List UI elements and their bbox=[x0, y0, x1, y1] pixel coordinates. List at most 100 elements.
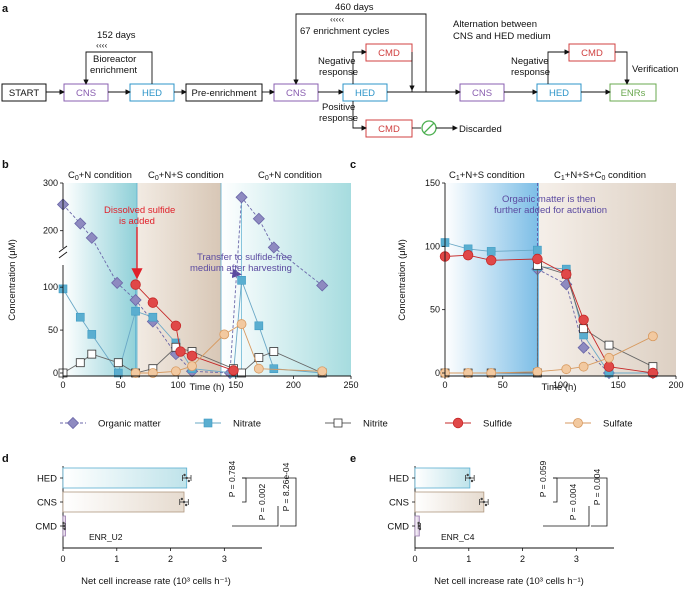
c-bg-1 bbox=[445, 183, 539, 376]
start-label: START bbox=[9, 88, 39, 99]
d-dot-cns-2 bbox=[184, 503, 188, 507]
pre-enrichment-label: Pre-enrichment bbox=[192, 88, 257, 99]
e-cat-label-cns: CNS bbox=[389, 498, 409, 509]
c-point-nitrate-3 bbox=[533, 245, 542, 255]
c-ytick-label-0: 0 bbox=[435, 368, 440, 378]
b-point-sulfate-1 bbox=[147, 368, 158, 378]
b-point-nitrate-11 bbox=[269, 364, 279, 374]
b-point-sulfide-4 bbox=[186, 350, 198, 362]
b-axis-break-2 bbox=[58, 251, 68, 259]
legend-marker-sulfide bbox=[452, 417, 464, 429]
c-cond-1: C1+N+S condition bbox=[449, 170, 525, 182]
b-point-sulfate-4 bbox=[219, 329, 230, 340]
enrs-box: ENRs bbox=[609, 83, 657, 102]
c-xlabel: Time (h) bbox=[541, 382, 576, 393]
c-point-sulfide-7 bbox=[647, 367, 659, 379]
positive-label-1: Positive bbox=[322, 102, 355, 113]
cns-label-1: CNS bbox=[76, 88, 96, 99]
e-xtick-label-3: 3 bbox=[574, 554, 579, 564]
e-xtick-label-2: 2 bbox=[520, 554, 525, 564]
c-point-sulfate-7 bbox=[648, 331, 658, 342]
e-dot-hed-1 bbox=[468, 476, 472, 480]
c-point-organic-matter-2 bbox=[577, 341, 590, 354]
b-xtick-label-0: 0 bbox=[60, 380, 65, 390]
b-xtick-label-3: 150 bbox=[228, 380, 243, 390]
b-axis-break-1 bbox=[58, 245, 68, 253]
c-ytick-label-1: 50 bbox=[430, 305, 440, 315]
c-point-sulfate-3 bbox=[532, 366, 543, 377]
e-xtick-label-1: 1 bbox=[466, 554, 471, 564]
b-point-nitrate-2 bbox=[87, 330, 97, 339]
hed-label-1: HED bbox=[142, 88, 162, 99]
c-ylabel: Concentration (μM) bbox=[397, 239, 408, 321]
e-p3: P = 0.004 bbox=[568, 483, 578, 520]
b-annotation-2b: medium after harvesting bbox=[190, 263, 292, 274]
c-cond-2: C1+N+S+C0 condition bbox=[554, 170, 646, 182]
e-xlabel: Net cell increase rate (10³ cells h⁻¹) bbox=[434, 576, 584, 587]
d-dot-hed-0 bbox=[183, 473, 186, 477]
b-point-nitrate-5 bbox=[148, 312, 158, 322]
panel-d-label: d bbox=[2, 453, 9, 465]
b-point-organic-matter-10 bbox=[252, 212, 265, 225]
chart-d-plot: HED CNS CMD 0 1 2 3 bbox=[35, 466, 297, 564]
d-p2: P = 8.26e-04 bbox=[281, 462, 291, 511]
b-point-sulfide-3 bbox=[175, 346, 186, 357]
d-cat-label-cns: CNS bbox=[37, 498, 57, 509]
d-xtick-label-1: 1 bbox=[114, 554, 119, 564]
b-point-organic-matter-12 bbox=[316, 279, 329, 292]
d-xlabel: Net cell increase rate (10³ cells h⁻¹) bbox=[81, 576, 231, 587]
b-point-sulfate-3 bbox=[187, 361, 197, 372]
b-point-sulfate-6 bbox=[253, 363, 264, 374]
negative-label-3: Negative bbox=[511, 56, 549, 67]
start-box: START bbox=[1, 83, 47, 102]
hed-box-3: HED bbox=[536, 83, 582, 102]
b-point-sulfate-0 bbox=[130, 368, 141, 378]
c-point-sulfide-2 bbox=[486, 255, 497, 266]
d-dot-cns-0 bbox=[180, 497, 184, 501]
negative-label-1: Negative bbox=[318, 56, 356, 67]
c-point-nitrate-2 bbox=[486, 247, 496, 256]
e-xtick-label-0: 0 bbox=[412, 554, 417, 564]
b-ytick-high-label-1: 300 bbox=[43, 178, 58, 188]
e-p1: P = 0.059 bbox=[538, 460, 548, 497]
d-dot-cmd-0 bbox=[62, 521, 65, 525]
hed-label-3: HED bbox=[549, 88, 569, 99]
c-xtick-label-1: 50 bbox=[498, 380, 508, 390]
c-ytick-label-2: 100 bbox=[425, 241, 440, 251]
b-xlabel: Time (h) bbox=[189, 382, 224, 393]
b-annotation-1a: Dissolved sulfide bbox=[104, 205, 175, 216]
b-point-organic-matter-11 bbox=[267, 241, 280, 254]
d-dot-cns-1 bbox=[182, 500, 186, 504]
b-point-sulfide-1 bbox=[147, 297, 159, 308]
b-point-nitrate-3 bbox=[113, 368, 123, 378]
negative-label-2: response bbox=[319, 67, 358, 78]
b-ytick-low-label-1: 50 bbox=[48, 325, 58, 335]
panel-a-label: a bbox=[2, 3, 9, 15]
b-bg-1 bbox=[63, 183, 137, 376]
b-point-sulfate-7 bbox=[317, 366, 328, 377]
c-xtick-label-0: 0 bbox=[442, 380, 447, 390]
d-dot-cmd-2 bbox=[63, 527, 66, 531]
c-point-sulfate-1 bbox=[463, 368, 474, 378]
b-point-nitrite-1 bbox=[75, 358, 85, 368]
e-enr-label: ENR_C4 bbox=[441, 532, 475, 542]
c-point-sulfide-4 bbox=[561, 269, 572, 280]
loop-arrows-2: ‹‹‹‹‹ bbox=[330, 14, 344, 24]
legend-marker-organic-matter bbox=[66, 416, 80, 430]
c-point-sulfate-2 bbox=[486, 368, 497, 378]
c-point-nitrite-7 bbox=[604, 340, 614, 350]
c-point-sulfide-3 bbox=[532, 253, 543, 265]
e-dot-cns-0 bbox=[480, 497, 483, 501]
cns-label-2: CNS bbox=[286, 88, 306, 99]
cmd-box-neg: CMD bbox=[365, 43, 413, 62]
cmd-box-3: CMD bbox=[568, 43, 616, 62]
b-point-nitrate-10 bbox=[254, 321, 264, 331]
enrs-label: ENRs bbox=[621, 88, 646, 99]
b-cond-3: C0+N condition bbox=[258, 170, 322, 182]
legend-marker-sulfate bbox=[573, 418, 583, 428]
c-xtick-label-2: 100 bbox=[553, 380, 568, 390]
c-xtick-label-3: 150 bbox=[611, 380, 626, 390]
c-point-sulfate-4 bbox=[561, 364, 572, 375]
e-dot-cmd-0 bbox=[417, 521, 420, 525]
